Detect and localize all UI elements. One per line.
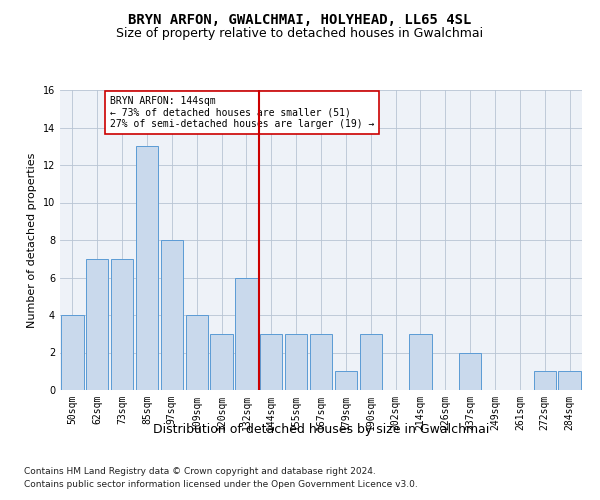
Text: Contains public sector information licensed under the Open Government Licence v3: Contains public sector information licen…: [24, 480, 418, 489]
Bar: [260, 334, 283, 390]
Text: BRYN ARFON: 144sqm
← 73% of detached houses are smaller (51)
27% of semi-detache: BRYN ARFON: 144sqm ← 73% of detached hou…: [110, 96, 374, 129]
Bar: [211, 334, 233, 390]
Bar: [459, 352, 481, 390]
Bar: [533, 371, 556, 390]
Text: Distribution of detached houses by size in Gwalchmai: Distribution of detached houses by size …: [153, 422, 489, 436]
Text: BRYN ARFON, GWALCHMAI, HOLYHEAD, LL65 4SL: BRYN ARFON, GWALCHMAI, HOLYHEAD, LL65 4S…: [128, 12, 472, 26]
Bar: [185, 315, 208, 390]
Bar: [310, 334, 332, 390]
Bar: [111, 259, 133, 390]
Bar: [359, 334, 382, 390]
Bar: [285, 334, 307, 390]
Y-axis label: Number of detached properties: Number of detached properties: [27, 152, 37, 328]
Bar: [161, 240, 183, 390]
Bar: [136, 146, 158, 390]
Bar: [86, 259, 109, 390]
Bar: [335, 371, 357, 390]
Bar: [235, 278, 257, 390]
Bar: [409, 334, 431, 390]
Text: Size of property relative to detached houses in Gwalchmai: Size of property relative to detached ho…: [116, 28, 484, 40]
Text: Contains HM Land Registry data © Crown copyright and database right 2024.: Contains HM Land Registry data © Crown c…: [24, 467, 376, 476]
Bar: [61, 315, 83, 390]
Bar: [559, 371, 581, 390]
